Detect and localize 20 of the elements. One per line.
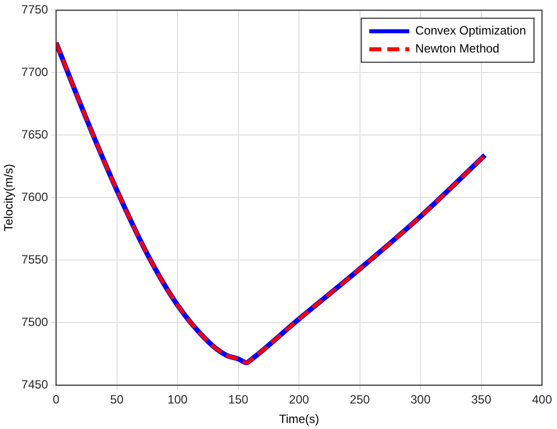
legend-label: Newton Method [415, 42, 500, 56]
y-tick-label: 7550 [21, 252, 48, 267]
x-tick-label: 200 [289, 392, 310, 407]
y-tick-label: 7650 [21, 128, 48, 142]
y-tick-label: 7700 [21, 65, 48, 80]
y-tick-label: 7750 [21, 2, 48, 17]
x-tick-label: 250 [350, 392, 370, 407]
x-tick-label: 350 [471, 392, 492, 407]
x-tick-label: 400 [532, 392, 552, 407]
legend-label: Convex Optimization [415, 24, 526, 38]
y-tick-label: 7450 [21, 378, 48, 392]
x-tick-label: 150 [228, 392, 249, 407]
x-tick-label: 50 [110, 392, 124, 407]
x-tick-label: 100 [168, 392, 188, 407]
y-tick-label: 7600 [21, 190, 48, 204]
y-axis-title: Telocity(m/s) [2, 164, 16, 232]
x-axis-title: Time(s) [278, 412, 320, 426]
x-tick-label: 300 [410, 392, 431, 407]
y-tick-label: 7500 [21, 315, 48, 330]
x-tick-label: 0 [52, 392, 60, 407]
